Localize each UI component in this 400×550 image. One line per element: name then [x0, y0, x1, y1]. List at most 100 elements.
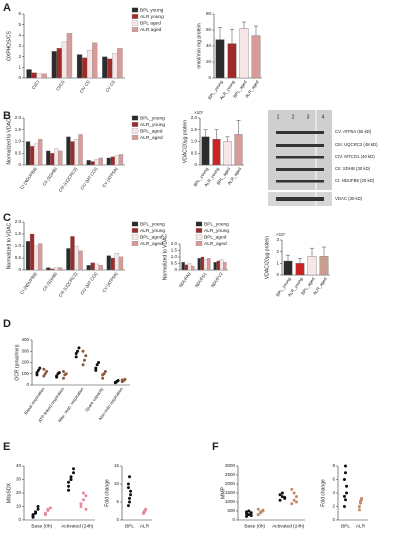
y-tick-label: 0	[332, 517, 335, 522]
y-tick-label: 1.0	[191, 139, 198, 144]
y-tick-label: 0	[18, 517, 21, 522]
legend-label: ALR_young	[140, 122, 165, 128]
bar	[86, 265, 91, 271]
bar	[102, 56, 108, 79]
bar	[216, 260, 221, 271]
bar	[203, 259, 208, 271]
data-point	[357, 508, 361, 512]
bar	[51, 51, 57, 79]
y-tick-label: 2	[18, 54, 21, 59]
data-point	[67, 484, 71, 488]
x-tick-label: CV CS	[104, 79, 116, 93]
data-point	[36, 505, 40, 508]
x-tick-label: CIV (MT COI)	[79, 271, 98, 296]
y-tick-label: 2.0	[15, 115, 22, 120]
bar	[197, 258, 201, 271]
bar	[56, 47, 63, 79]
bar	[234, 134, 243, 166]
band	[276, 131, 324, 134]
bar	[78, 250, 83, 271]
y-tick-label: 0	[18, 75, 21, 80]
y-tick-label: 100	[21, 371, 29, 376]
panel-label: B	[3, 110, 11, 122]
y-tick-label: 10	[16, 504, 22, 509]
y-axis-label: nmol/min mg protein	[196, 23, 202, 69]
data-point	[46, 507, 50, 511]
data-point	[67, 488, 71, 492]
bar	[31, 72, 37, 79]
bar	[307, 256, 317, 276]
data-point	[344, 498, 347, 502]
data-point	[292, 498, 296, 502]
bar	[117, 47, 123, 79]
data-point	[69, 475, 73, 479]
band-label: CIV: MTCO1 (40 kD)	[335, 154, 375, 159]
y-axis-label: Normalized to VDAC	[6, 118, 12, 165]
data-point	[256, 507, 260, 511]
bar	[33, 245, 39, 271]
legend-label: ALR aged	[140, 27, 162, 33]
bar	[106, 255, 112, 271]
y-multiplier: ×10⁷	[276, 232, 286, 237]
data-point	[278, 493, 282, 497]
y-tick-label: 1	[18, 65, 21, 70]
bar	[66, 33, 73, 79]
bar	[86, 160, 91, 166]
bar	[213, 262, 217, 271]
bar	[25, 241, 31, 271]
data-point	[126, 486, 130, 490]
y-tick-label: 2	[276, 249, 279, 254]
data-point	[294, 495, 298, 499]
data-point	[101, 376, 105, 380]
panel-label: F	[212, 441, 219, 453]
data-point	[84, 494, 88, 498]
bar	[33, 143, 39, 166]
x-tick-label: Basal respiration	[23, 386, 46, 416]
bar	[98, 157, 103, 166]
bar	[76, 54, 83, 79]
legend-swatch	[131, 115, 139, 121]
data-point	[345, 484, 349, 488]
y-tick-label: 3	[18, 43, 21, 48]
bar	[239, 28, 249, 79]
y-tick-label: 500	[227, 508, 235, 513]
data-point	[72, 467, 76, 471]
bar	[212, 138, 221, 166]
legend-swatch	[131, 241, 139, 246]
bar	[207, 258, 211, 271]
legend-label: ALR_aged	[140, 135, 163, 141]
bar	[81, 57, 88, 79]
bar	[29, 233, 35, 271]
x-tick-label: Spare capacity	[84, 386, 105, 413]
bar	[41, 73, 47, 79]
y-tick-label: 0	[26, 382, 29, 387]
y-tick-label: 5	[116, 499, 119, 504]
data-point	[34, 510, 38, 514]
y-tick-label: 1	[276, 261, 279, 266]
data-point	[67, 480, 71, 484]
data-point	[94, 368, 98, 372]
y-tick-label: 3000	[225, 463, 236, 468]
bar	[187, 263, 192, 271]
data-point	[94, 366, 98, 370]
y-axis-label: MitoSOX	[6, 482, 12, 503]
band-label: CV: ATP5A (55 kD)	[335, 129, 372, 134]
x-tick-label: CIII (UQCRC2)	[58, 271, 79, 298]
band-label: CII: SDHB (30 kD)	[335, 166, 371, 171]
y-tick-label: 20	[206, 59, 212, 64]
bar	[110, 156, 116, 166]
legend-label: ALR_aged	[140, 241, 163, 247]
x-tick-label: Base (0h)	[244, 523, 265, 529]
data-point	[84, 507, 88, 511]
legend-swatch	[131, 228, 139, 233]
data-point	[79, 505, 83, 508]
y-tick-label: 1.5	[15, 127, 22, 132]
data-point	[126, 504, 130, 508]
legend-swatch	[195, 228, 203, 233]
x-tick-label: CIV CS	[79, 79, 91, 94]
data-point	[42, 367, 46, 371]
